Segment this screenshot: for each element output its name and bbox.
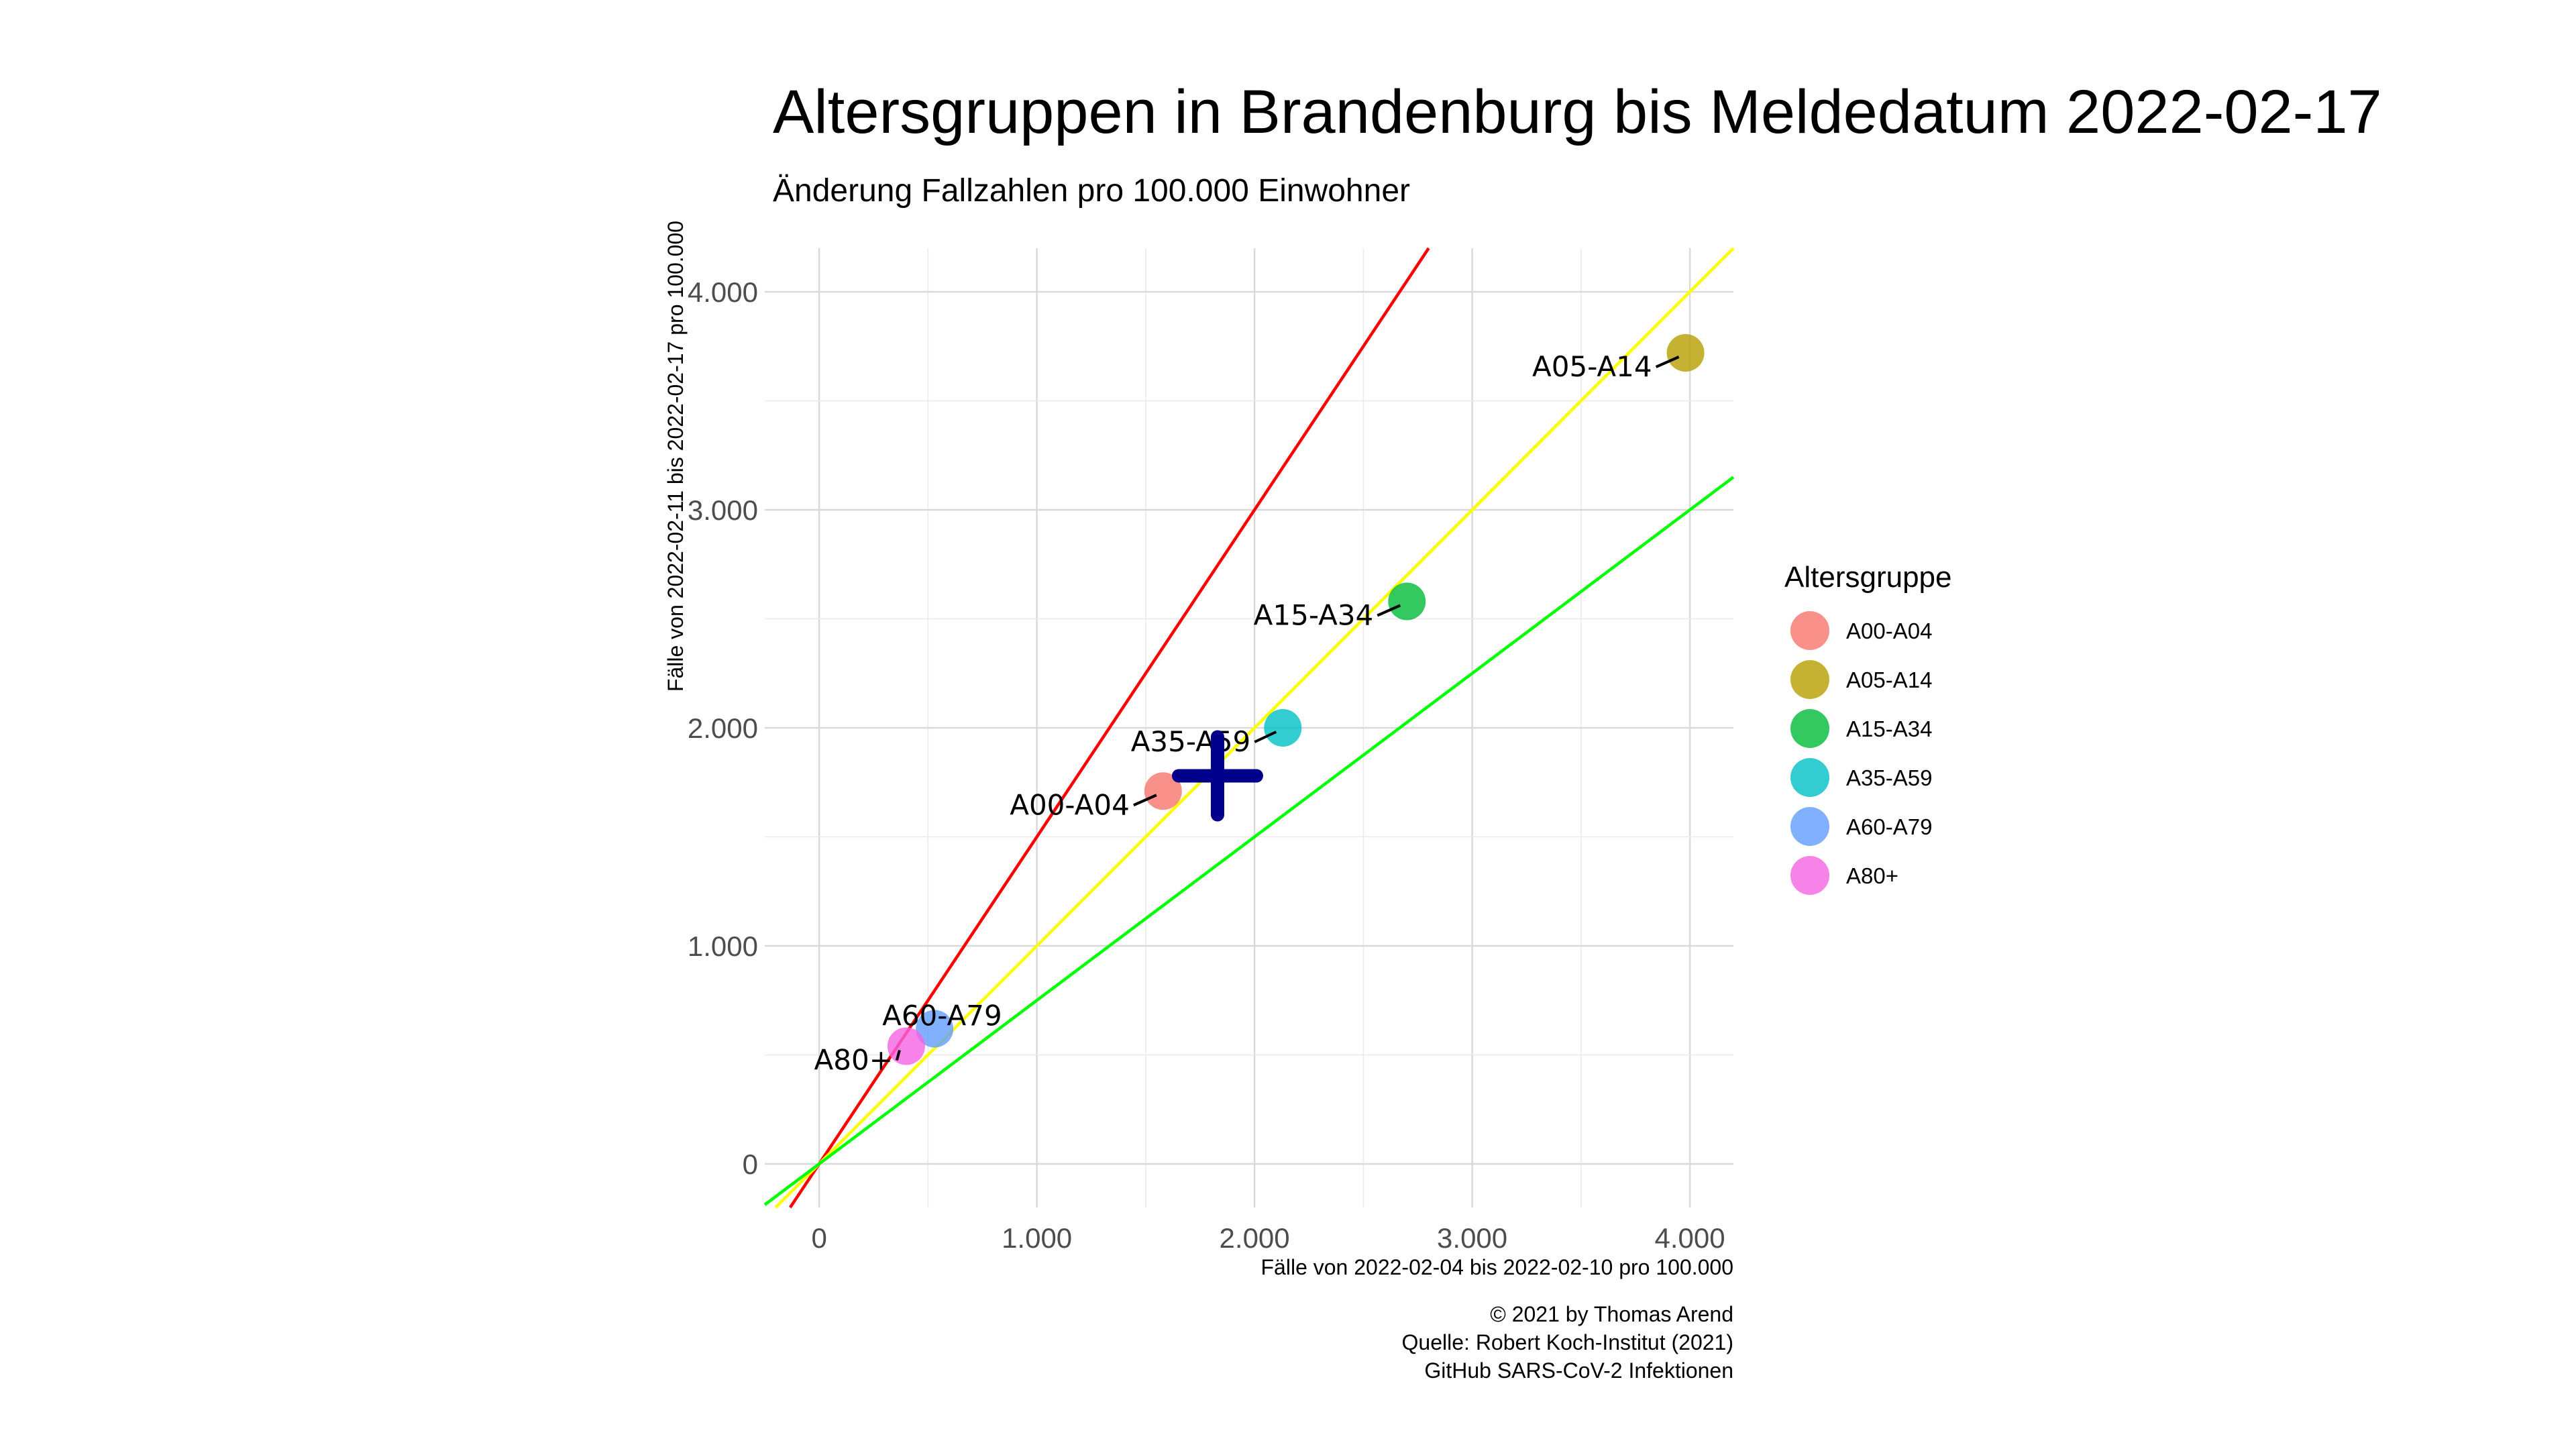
legend-label: A60-A79 xyxy=(1846,814,1932,839)
y-tick-label: 2.000 xyxy=(688,712,758,744)
x-tick-label: 4.000 xyxy=(1655,1222,1725,1254)
legend-key xyxy=(1790,856,1829,895)
y-tick-label: 4.000 xyxy=(688,276,758,308)
y-tick-label: 1.000 xyxy=(688,930,758,962)
point-label: A60-A79 xyxy=(882,1000,1002,1032)
x-tick-label: 2.000 xyxy=(1220,1222,1290,1254)
x-tick-label: 3.000 xyxy=(1437,1222,1507,1254)
label-leader xyxy=(1133,794,1157,807)
legend-key xyxy=(1790,807,1829,846)
label-leader xyxy=(895,1049,901,1061)
legend-label: A05-A14 xyxy=(1846,667,1932,692)
chart-title: Altersgruppen in Brandenburg bis Meldeda… xyxy=(773,78,2382,146)
legend-label: A15-A34 xyxy=(1846,716,1932,741)
data-point xyxy=(916,1010,954,1048)
y-tick-label: 3.000 xyxy=(688,494,758,526)
legend-key xyxy=(1790,611,1829,650)
reference-line xyxy=(763,476,1735,1206)
point-label: A00-A04 xyxy=(1010,788,1130,821)
label-leader xyxy=(1377,604,1401,617)
x-axis-title: Fälle von 2022-02-04 bis 2022-02-10 pro … xyxy=(1261,1255,1734,1279)
chart-subtitle: Änderung Fallzahlen pro 100.000 Einwohne… xyxy=(773,173,1410,209)
point-label: A35-A59 xyxy=(1131,725,1251,758)
data-point xyxy=(887,1027,925,1065)
data-point xyxy=(1264,709,1302,747)
legend-key xyxy=(1790,709,1829,748)
mean-marker xyxy=(1171,730,1263,822)
label-leader xyxy=(1254,731,1277,743)
legend-label: A35-A59 xyxy=(1846,765,1932,790)
caption-line: © 2021 by Thomas Arend xyxy=(1490,1302,1733,1326)
caption: © 2021 by Thomas Arend Quelle: Robert Ko… xyxy=(1402,1302,1733,1383)
legend-key xyxy=(1790,758,1829,797)
label-leader xyxy=(1655,356,1680,368)
data-point xyxy=(1144,772,1182,810)
data-point xyxy=(1388,582,1426,621)
point-label: A15-A34 xyxy=(1254,599,1374,632)
legend-label: A80+ xyxy=(1846,863,1898,888)
legend-title: Altersgruppe xyxy=(1784,561,1951,594)
reference-line xyxy=(774,247,1735,1209)
y-axis-title: Fälle von 2022-02-11 bis 2022-02-17 pro … xyxy=(663,221,688,692)
data-points xyxy=(887,334,1705,1065)
legend-key xyxy=(1790,660,1829,699)
x-tick-label: 1.000 xyxy=(1002,1222,1072,1254)
point-label: A05-A14 xyxy=(1532,350,1652,383)
legend: Altersgruppe A00-A04 A05-A14 A15-A34 A35-A5… xyxy=(1784,561,1951,895)
x-tick-label: 0 xyxy=(811,1222,826,1254)
point-labels: A00-A04 A05-A14 A15-A34 A35-A59 A60-A79 A80+ xyxy=(814,350,1680,1077)
tick-labels: 0 1.000 2.000 3.000 4.000 0 1.000 2.000 3.000 4.0… xyxy=(688,276,1725,1254)
legend-label: A00-A04 xyxy=(1846,619,1932,643)
y-tick-label: 0 xyxy=(743,1148,758,1180)
data-point xyxy=(1666,334,1705,372)
caption-line: Quelle: Robert Koch-Institut (2021) xyxy=(1402,1330,1733,1354)
point-label: A80+ xyxy=(814,1044,893,1077)
caption-line: GitHub SARS-CoV-2 Infektionen xyxy=(1424,1358,1733,1383)
